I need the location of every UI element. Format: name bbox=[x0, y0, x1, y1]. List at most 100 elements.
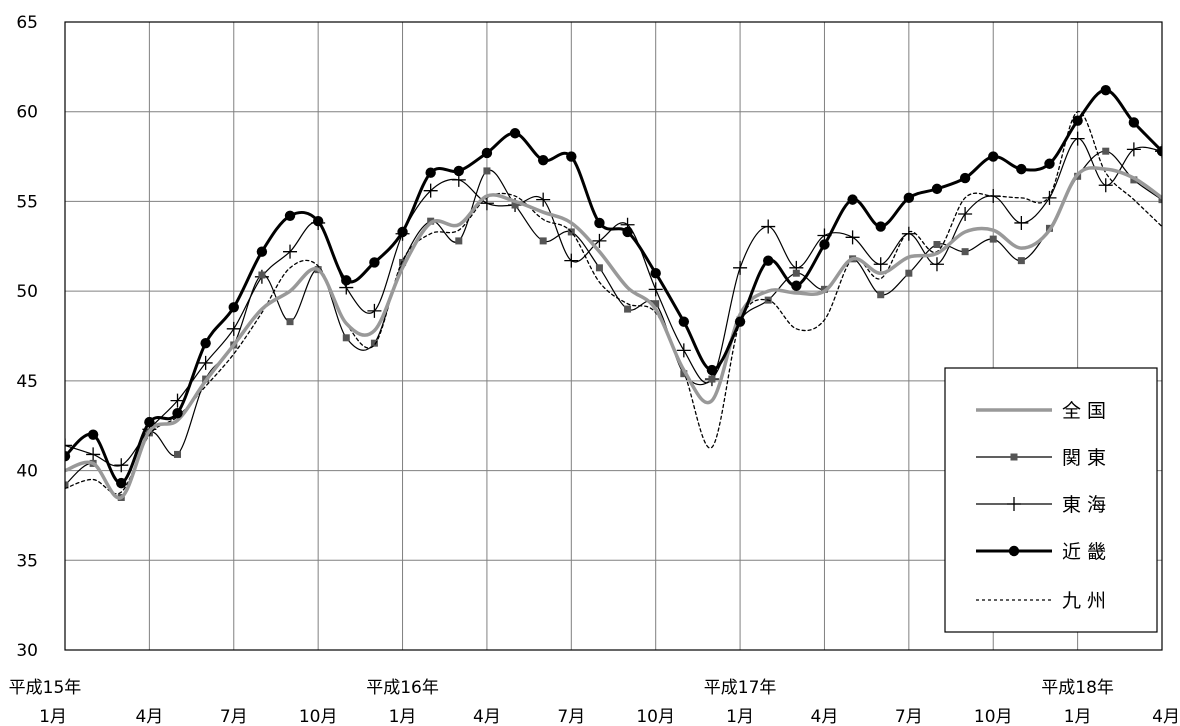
data-point bbox=[931, 183, 943, 195]
data-point bbox=[733, 260, 748, 275]
x-tick-month-label: 10月 bbox=[636, 707, 675, 726]
data-point bbox=[256, 246, 268, 257]
data-point bbox=[286, 318, 294, 326]
data-point bbox=[989, 235, 997, 243]
data-point bbox=[65, 451, 71, 462]
data-point bbox=[819, 239, 830, 250]
legend-marker bbox=[1007, 497, 1021, 511]
data-point bbox=[1128, 117, 1140, 128]
y-tick-label: 35 bbox=[16, 551, 38, 571]
data-point bbox=[1100, 84, 1111, 96]
data-point bbox=[648, 282, 663, 297]
x-tick-year-label: 平成15年 bbox=[9, 678, 82, 698]
legend-label: 全 国 bbox=[1062, 400, 1106, 422]
data-point bbox=[680, 370, 688, 378]
data-point bbox=[1044, 158, 1055, 169]
data-point bbox=[87, 429, 99, 440]
data-point bbox=[536, 192, 551, 207]
data-point bbox=[1042, 190, 1057, 205]
data-point bbox=[537, 154, 549, 166]
x-tick-month-label: 1月 bbox=[389, 707, 417, 726]
data-point bbox=[312, 215, 324, 227]
data-point bbox=[65, 438, 72, 453]
data-point bbox=[1102, 147, 1110, 155]
x-tick-month-label: 7月 bbox=[557, 707, 585, 726]
data-point bbox=[676, 343, 691, 358]
data-point bbox=[1014, 215, 1029, 230]
data-point bbox=[929, 257, 944, 272]
x-tick-year-label: 平成16年 bbox=[366, 678, 439, 698]
x-tick-month-label: 4月 bbox=[1152, 707, 1180, 726]
x-tick-month-label: 4月 bbox=[135, 707, 163, 726]
x-tick-month-label: 1月 bbox=[726, 707, 754, 726]
data-point bbox=[453, 165, 464, 177]
data-point bbox=[873, 257, 888, 272]
legend-label: 東 海 bbox=[1062, 494, 1106, 516]
x-tick-month-label: 7月 bbox=[220, 707, 248, 726]
data-point bbox=[792, 269, 800, 277]
data-point bbox=[511, 201, 519, 209]
x-tick-month-label: 10月 bbox=[299, 707, 338, 726]
x-tick-month-label: 7月 bbox=[895, 707, 923, 726]
data-point bbox=[622, 226, 633, 238]
data-point bbox=[566, 151, 577, 162]
data-point bbox=[624, 305, 632, 313]
series-line bbox=[65, 88, 1162, 485]
legend-marker bbox=[1010, 453, 1018, 461]
legend-box bbox=[944, 367, 1158, 633]
series-thick-circle bbox=[65, 84, 1162, 489]
series-lines bbox=[65, 84, 1162, 501]
data-point bbox=[200, 337, 211, 349]
data-point bbox=[1126, 142, 1141, 157]
y-tick-label: 45 bbox=[16, 372, 38, 392]
series-line bbox=[65, 166, 1162, 500]
data-point bbox=[370, 339, 378, 347]
legend-marker bbox=[1008, 545, 1020, 557]
data-point bbox=[425, 167, 436, 178]
data-point bbox=[763, 255, 774, 266]
data-point bbox=[903, 192, 915, 204]
data-point bbox=[341, 275, 352, 286]
data-point bbox=[652, 300, 660, 308]
data-point bbox=[933, 240, 941, 248]
data-point bbox=[961, 248, 969, 256]
data-point bbox=[791, 280, 802, 291]
y-tick-label: 60 bbox=[16, 103, 38, 123]
data-point bbox=[423, 183, 438, 198]
data-point bbox=[397, 226, 408, 238]
x-tick-year-label: 平成18年 bbox=[1041, 678, 1114, 698]
data-point bbox=[901, 226, 916, 241]
data-point bbox=[564, 253, 579, 268]
data-point bbox=[258, 271, 266, 279]
series-line bbox=[65, 111, 1162, 495]
data-point bbox=[706, 364, 718, 376]
data-point bbox=[1158, 196, 1162, 204]
x-tick-month-label: 10月 bbox=[974, 707, 1013, 726]
data-point bbox=[1098, 178, 1113, 193]
series-dotted bbox=[65, 111, 1162, 495]
data-point bbox=[86, 447, 101, 462]
x-tick-month-label: 4月 bbox=[473, 707, 501, 726]
x-tick-month-label: 1月 bbox=[1064, 707, 1092, 726]
data-point bbox=[594, 217, 605, 229]
y-tick-label: 65 bbox=[16, 13, 38, 33]
data-point bbox=[1072, 115, 1083, 126]
data-point bbox=[455, 237, 463, 245]
data-point bbox=[483, 167, 491, 175]
y-tick-label: 55 bbox=[16, 192, 38, 212]
data-point bbox=[678, 316, 690, 327]
x-tick-month-label: 4月 bbox=[811, 707, 839, 726]
data-point bbox=[65, 481, 69, 489]
data-point bbox=[114, 458, 129, 473]
data-point bbox=[539, 237, 547, 245]
data-point bbox=[958, 206, 973, 221]
data-point bbox=[283, 244, 298, 259]
data-point bbox=[875, 221, 886, 232]
plot-frame bbox=[64, 21, 1163, 651]
data-point bbox=[369, 257, 380, 268]
data-point bbox=[1156, 145, 1162, 157]
legend-label: 九 州 bbox=[1062, 590, 1106, 612]
data-point bbox=[342, 334, 350, 342]
legend-label: 近 畿 bbox=[1062, 541, 1106, 563]
data-point bbox=[284, 210, 296, 221]
